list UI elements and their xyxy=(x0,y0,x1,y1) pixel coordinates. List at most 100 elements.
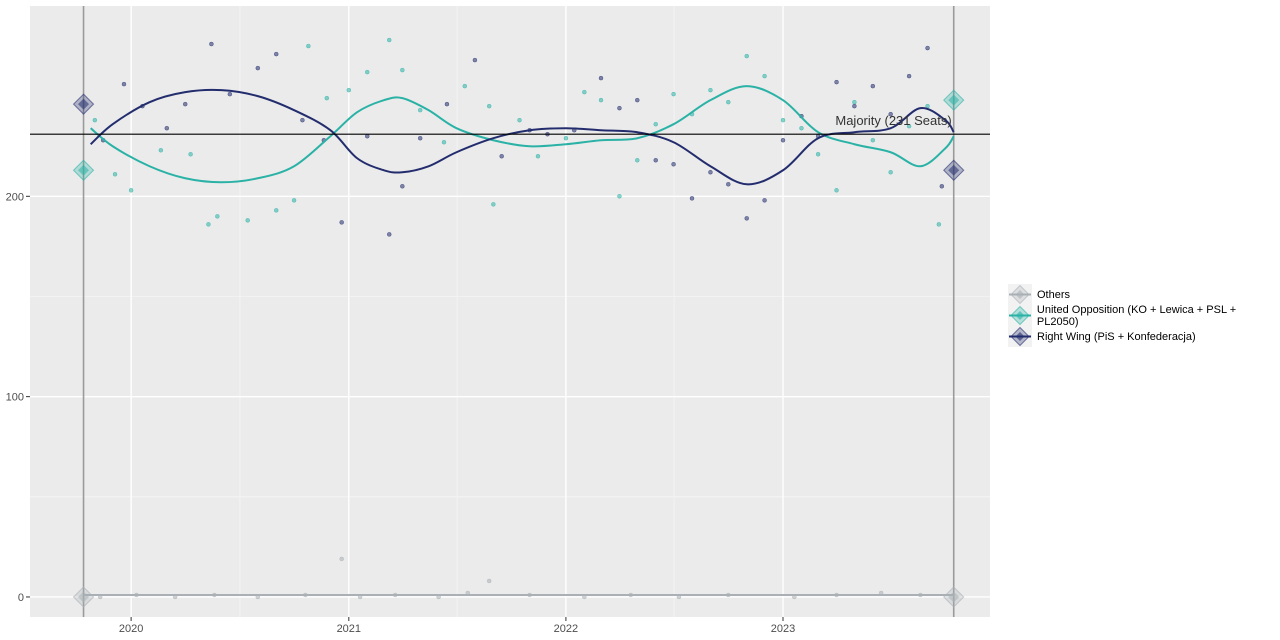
poll-point xyxy=(255,65,261,71)
poll-point xyxy=(158,147,164,153)
poll-point xyxy=(870,137,876,143)
x-tick-label: 2020 xyxy=(119,623,143,635)
poll-point xyxy=(188,151,193,157)
poll-point xyxy=(689,196,695,201)
legend-label: United Opposition (KO + Lewica + PSL + P… xyxy=(1036,303,1237,328)
election-result-diamond xyxy=(78,98,90,110)
trend-line xyxy=(90,85,955,184)
poll-point xyxy=(300,117,305,123)
poll-point xyxy=(209,41,214,47)
poll-point xyxy=(417,107,423,113)
poll-point xyxy=(939,184,945,189)
poll-point xyxy=(499,153,504,159)
x-axis: 2020 2021 2022 2023 xyxy=(119,617,795,635)
x-tick-label: 2021 xyxy=(337,623,361,635)
poll-point xyxy=(888,111,893,117)
election-result-markers xyxy=(72,89,965,608)
poll-point xyxy=(400,67,405,73)
poll-point xyxy=(925,45,930,51)
legend-diamond-icon xyxy=(1008,284,1032,305)
x-tick-label: 2022 xyxy=(554,623,578,635)
poll-point xyxy=(726,182,731,187)
legend-label: Right Wing (PiS + Konfederacja) xyxy=(1037,330,1196,343)
poll-point xyxy=(387,37,392,43)
legend: Others United Opposition (KO + Lewica + P… xyxy=(1008,284,1280,347)
poll-point xyxy=(671,91,676,97)
poll-point xyxy=(744,216,749,221)
poll-point xyxy=(472,57,478,63)
poll-point xyxy=(273,208,279,213)
legend-diamond-icon xyxy=(1008,326,1032,347)
y-tick-label: 0 xyxy=(18,592,24,604)
poll-point xyxy=(799,125,804,131)
majority-line-group: Majority (231 Seats) xyxy=(30,113,990,135)
poll-point xyxy=(444,101,450,107)
poll-point xyxy=(273,51,279,57)
poll-point xyxy=(441,139,447,145)
poll-point xyxy=(635,97,640,103)
poll-point xyxy=(617,194,622,199)
legend-item: United Opposition (KO + Lewica + PSL + P… xyxy=(1008,303,1280,328)
poll-point xyxy=(653,121,658,127)
poll-point xyxy=(517,117,522,123)
poll-point xyxy=(834,188,839,193)
poll-point xyxy=(834,79,839,85)
poll-point xyxy=(780,117,786,123)
poll-point xyxy=(112,172,118,177)
legend-diamond-icon xyxy=(1008,305,1032,326)
poll-point xyxy=(364,133,370,139)
trend-line xyxy=(89,88,955,186)
poll-point xyxy=(128,188,134,193)
poll-point xyxy=(617,105,622,111)
poll-point xyxy=(598,75,604,81)
poll-point xyxy=(339,556,344,562)
poll-point xyxy=(563,135,569,141)
legend-label: Others xyxy=(1037,288,1071,301)
poll-point xyxy=(708,87,713,93)
minor-gridlines xyxy=(30,6,990,617)
poll-point xyxy=(906,73,912,79)
election-result-diamond xyxy=(948,591,960,603)
poll-point xyxy=(306,43,311,49)
majority-label: Majority (231 Seats) xyxy=(835,113,951,128)
poll-point xyxy=(535,153,541,159)
poll-point xyxy=(491,202,496,207)
poll-point xyxy=(888,170,893,175)
poll-point xyxy=(182,101,188,107)
poll-point xyxy=(852,99,857,105)
major-gridlines xyxy=(30,6,990,617)
poll-points xyxy=(92,37,945,600)
poll-point xyxy=(164,125,170,131)
poll-point xyxy=(339,220,344,225)
poll-point xyxy=(486,578,492,584)
poll-point xyxy=(762,198,767,203)
election-result-diamond xyxy=(948,164,960,176)
poll-point xyxy=(462,83,468,89)
y-tick-label: 100 xyxy=(6,392,24,404)
poll-point xyxy=(400,184,405,189)
poll-point xyxy=(906,123,912,129)
poll-point xyxy=(582,89,587,95)
poll-point xyxy=(744,53,749,59)
poll-point xyxy=(387,232,392,237)
poll-point xyxy=(708,170,713,175)
legend-item: Right Wing (PiS + Konfederacja) xyxy=(1008,326,1280,347)
poll-point xyxy=(598,97,604,103)
poll-point xyxy=(815,151,821,157)
plot-panel xyxy=(30,6,990,617)
poll-point xyxy=(227,91,233,97)
trend-lines xyxy=(83,85,955,596)
poll-point xyxy=(245,218,250,223)
poll-point xyxy=(653,158,658,163)
poll-point xyxy=(635,158,640,163)
poll-point xyxy=(671,162,676,167)
poll-point xyxy=(206,222,211,227)
legend-item: Others xyxy=(1008,284,1280,305)
election-result-diamond xyxy=(78,591,90,603)
election-result-diamond xyxy=(948,94,960,106)
poll-point xyxy=(486,103,492,109)
poll-point xyxy=(852,103,857,109)
poll-point xyxy=(346,87,352,93)
poll-point xyxy=(291,198,297,203)
y-tick-label: 200 xyxy=(6,191,24,203)
